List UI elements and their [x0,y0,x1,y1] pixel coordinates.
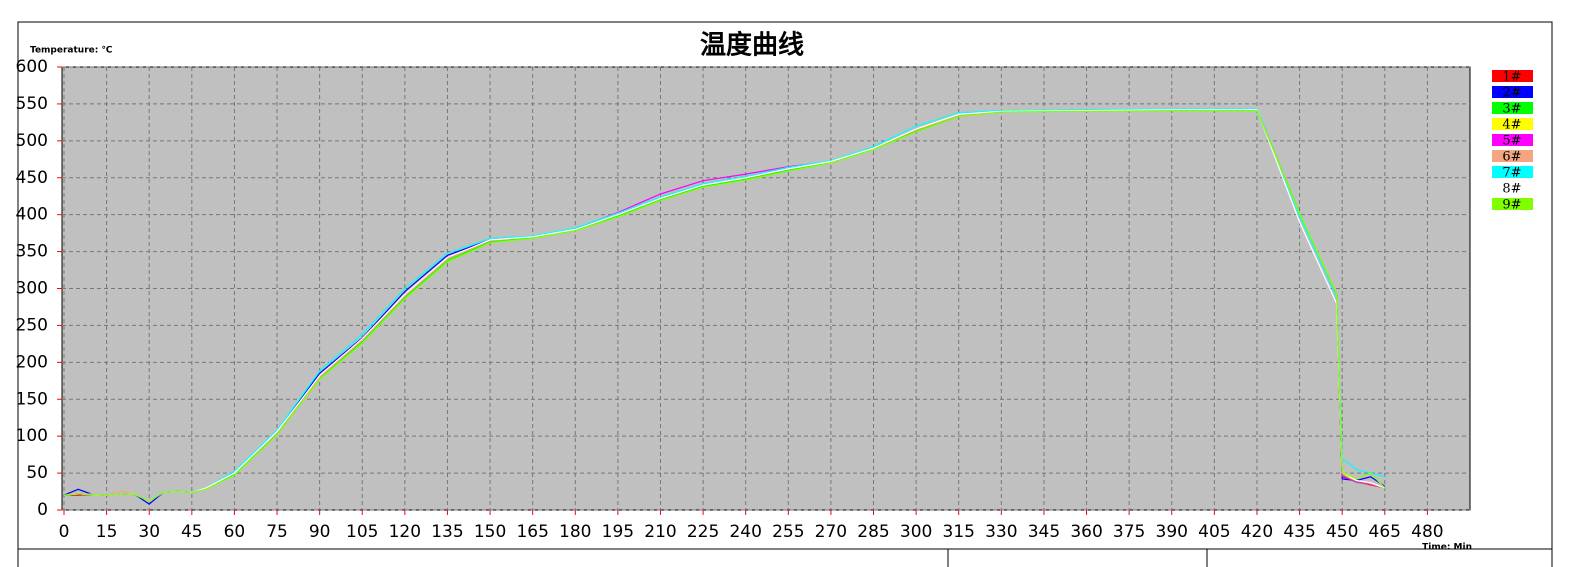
x-tick-label: 375 [1113,522,1145,542]
legend-label: 1# [1502,70,1521,85]
chart-title: 温度曲线 [700,30,804,61]
x-tick-label: 300 [900,522,932,542]
y-tick-label: 600 [16,57,48,77]
y-tick-label: 150 [16,389,48,409]
x-tick-label: 240 [729,522,761,542]
legend-swatch [1492,70,1533,82]
x-tick-label: 120 [389,522,421,542]
y-tick-label: 300 [16,279,48,299]
y-tick-label: 250 [16,315,48,335]
y-tick-label: 0 [37,500,48,520]
x-tick-label: 105 [346,522,378,542]
x-tick-label: 30 [138,522,160,542]
legend-swatch [1492,166,1533,178]
y-tick-label: 200 [16,352,48,372]
x-tick-label: 270 [815,522,847,542]
legend-swatch [1492,102,1533,114]
x-tick-label: 390 [1156,522,1188,542]
y-tick-label: 350 [16,242,48,262]
x-axis-label: Time: Min [1422,543,1472,553]
x-tick-label: 15 [96,522,118,542]
x-tick-label: 210 [644,522,676,542]
legend-label: 9# [1502,198,1521,213]
y-tick-label: 50 [26,463,48,483]
x-tick-label: 135 [431,522,463,542]
legend-label: 3# [1502,102,1521,117]
legend-swatch [1492,86,1533,98]
x-tick-label: 225 [687,522,719,542]
y-axis-label: Temperature: ℃ [30,46,112,56]
series-line [63,110,1386,502]
x-tick-label: 150 [474,522,506,542]
x-tick-label: 420 [1241,522,1273,542]
x-tick-label: 450 [1326,522,1358,542]
legend-label: 2# [1502,86,1521,101]
x-tick-label: 180 [559,522,591,542]
x-tick-label: 195 [602,522,634,542]
y-tick-label: 100 [16,426,48,446]
x-tick-label: 435 [1283,522,1315,542]
x-tick-label: 315 [943,522,975,542]
y-tick-label: 500 [16,131,48,151]
legend-label: 4# [1502,118,1521,133]
legend-swatch [1492,118,1533,130]
legend-swatch [1492,134,1533,146]
x-tick-label: 330 [985,522,1017,542]
x-tick-label: 285 [857,522,889,542]
x-tick-label: 345 [1028,522,1060,542]
legend-swatch [1492,182,1533,194]
legend-label: 6# [1502,150,1521,165]
x-tick-label: 165 [516,522,548,542]
x-tick-label: 60 [224,522,246,542]
legend-swatch [1492,198,1533,210]
x-tick-label: 360 [1070,522,1102,542]
x-tick-label: 0 [59,522,70,542]
legend-label: 7# [1502,166,1521,181]
x-tick-label: 45 [181,522,203,542]
legend-label: 5# [1502,134,1521,149]
x-tick-label: 255 [772,522,804,542]
y-tick-label: 450 [16,168,48,188]
x-tick-label: 465 [1369,522,1401,542]
x-tick-label: 480 [1411,522,1443,542]
y-tick-label: 400 [16,205,48,225]
legend-swatch [1492,150,1533,162]
x-tick-label: 90 [309,522,331,542]
x-tick-label: 405 [1198,522,1230,542]
y-tick-label: 550 [16,94,48,114]
x-tick-label: 75 [266,522,288,542]
legend-label: 8# [1502,182,1521,197]
